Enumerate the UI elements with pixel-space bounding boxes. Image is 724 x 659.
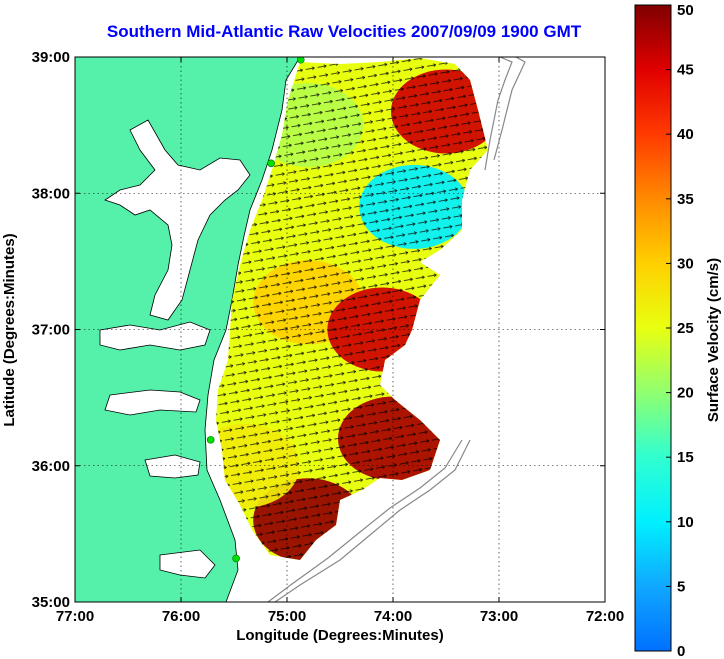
lat-lon-grid	[75, 57, 605, 602]
bathymetry-contours	[267, 57, 526, 602]
colorbar-tick-label: 50	[677, 2, 694, 19]
x-tick-label: 73:00	[480, 608, 518, 625]
y-axis-ticks: 39:00 38:00 37:00 36:00 35:00	[32, 49, 605, 611]
colorbar-tick-label: 10	[677, 514, 694, 531]
x-tick-label: 76:00	[162, 608, 200, 625]
y-tick-label: 36:00	[32, 458, 70, 475]
x-axis-ticks: 77:00 76:00 75:00 74:00 73:00 72:00	[56, 57, 624, 625]
y-axis-label: Latitude (Degrees:Minutes)	[1, 233, 18, 426]
y-tick-label: 39:00	[32, 49, 70, 66]
x-tick-label: 74:00	[374, 608, 412, 625]
y-tick-label: 35:00	[32, 594, 70, 611]
station-marker	[296, 57, 305, 64]
x-axis-label: Longitude (Degrees:Minutes)	[236, 627, 444, 644]
colorbar-label: Surface Velocity (cm/s)	[705, 258, 722, 422]
colorbar-gradient	[634, 4, 672, 652]
colorbar-tick-label: 25	[677, 320, 694, 337]
plot-area	[75, 57, 605, 602]
y-tick-label: 37:00	[32, 322, 70, 339]
map-title: Southern Mid-Atlantic Raw Velocities 200…	[106, 22, 582, 41]
colorbar-tick-label: 0	[677, 643, 685, 659]
x-tick-label: 72:00	[586, 608, 624, 625]
x-tick-label: 75:00	[268, 608, 306, 625]
colorbar-tick-label: 35	[677, 191, 694, 208]
station-marker	[267, 159, 275, 168]
colorbar-tick-label: 20	[677, 385, 694, 402]
bays	[99, 119, 251, 579]
colorbar-tick-label: 15	[677, 449, 694, 466]
colorbar-tick-label: 5	[677, 578, 685, 595]
x-tick-label: 77:00	[56, 608, 94, 625]
velocity-arrows	[216, 58, 488, 560]
colorbar-tick-label: 45	[677, 62, 694, 79]
colorbar-tick-label: 30	[677, 255, 694, 272]
station-markers	[206, 57, 305, 563]
station-marker	[206, 436, 215, 444]
colorbar-tick-label: 40	[677, 126, 694, 143]
station-marker	[232, 554, 240, 563]
y-tick-label: 38:00	[32, 185, 70, 202]
